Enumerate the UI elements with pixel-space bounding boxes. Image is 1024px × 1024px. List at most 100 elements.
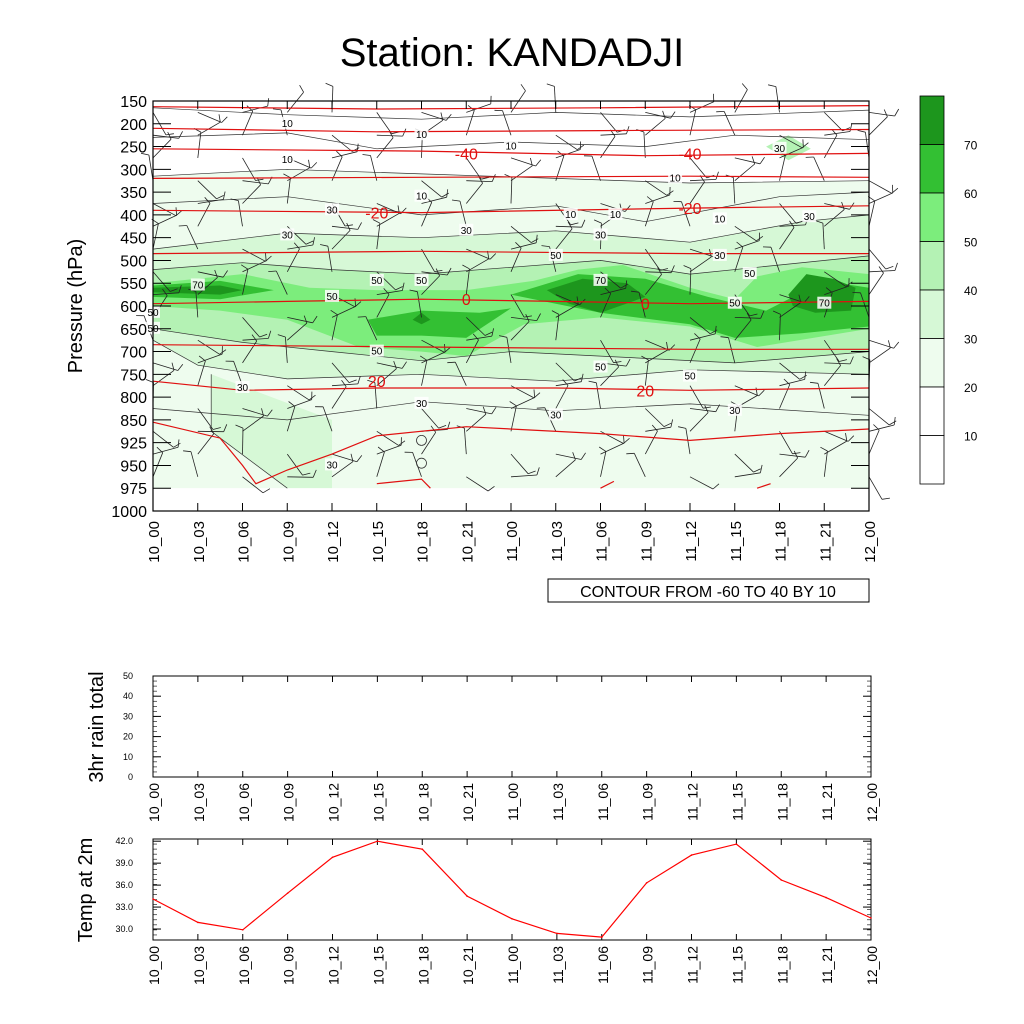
wind-barb — [555, 219, 586, 228]
humidity-label: 30 — [325, 458, 339, 471]
wind-barb — [868, 180, 899, 194]
wind-barb — [824, 278, 850, 295]
humidity-label: 30 — [802, 210, 817, 223]
temp-point — [152, 898, 154, 900]
humidity-label: 50 — [325, 289, 339, 303]
x-tick-label: 10_06 — [236, 783, 252, 822]
colorbar-segment — [919, 386, 945, 436]
main-x-tick-label: 10_15 — [370, 521, 387, 563]
wind-barb — [555, 379, 569, 409]
wind-barb — [823, 358, 841, 386]
main-x-tick-label: 11_00 — [504, 521, 521, 562]
wind-barb — [465, 333, 479, 364]
wind-barb — [868, 262, 898, 273]
wind-barb — [447, 361, 467, 386]
svg-text:10: 10 — [416, 130, 428, 141]
wind-barb — [315, 406, 333, 432]
humidity-label: 30 — [325, 203, 339, 216]
wind-barb — [287, 469, 317, 478]
wind-barb — [197, 355, 206, 386]
wind-barb — [466, 476, 495, 492]
x-tick-label: 11_15 — [729, 946, 745, 984]
humidity-label: 10 — [280, 153, 295, 166]
temperature-isolines — [152, 105, 870, 489]
wind-barb — [555, 452, 586, 460]
wind-barb — [242, 177, 261, 204]
wind-barb — [409, 289, 422, 318]
temp-point — [421, 848, 424, 850]
fill-band-70c — [788, 274, 856, 313]
humidity-fill-layer — [153, 101, 869, 511]
wind-barb — [242, 248, 272, 262]
x-tick-label: 11_03 — [550, 946, 566, 984]
temp-point — [242, 929, 244, 931]
wind-barb — [421, 268, 440, 295]
colorbar-segment — [919, 192, 945, 242]
wind-barb — [331, 150, 343, 181]
wind-barb — [645, 186, 671, 204]
svg-text:70: 70 — [192, 281, 204, 292]
x-tick-label: 10_06 — [236, 946, 252, 985]
colorbar-segment — [919, 144, 945, 194]
x-tick-label: 10_18 — [415, 946, 431, 985]
wind-barb — [152, 439, 180, 455]
wind-barb — [678, 426, 691, 455]
wind-barb — [466, 328, 494, 341]
wind-barb — [510, 467, 540, 478]
svg-text:50: 50 — [684, 372, 696, 383]
wind-barb — [421, 339, 451, 353]
info-box — [547, 578, 870, 603]
humidity-label: 10 — [608, 207, 623, 221]
x-tick-label: 10_18 — [415, 783, 431, 822]
temp-point — [331, 856, 334, 859]
wind-barb — [600, 359, 619, 386]
wind-barb — [421, 267, 452, 276]
wind-barb — [421, 189, 449, 204]
temperature-isoline — [756, 483, 771, 489]
x-tick-label: 11_06 — [595, 946, 611, 984]
svg-text:10: 10 — [282, 155, 294, 166]
wind-barb — [734, 453, 761, 473]
wind-barb — [242, 252, 267, 273]
colorbar-label: 50 — [964, 236, 978, 250]
temperature-label: 20 — [368, 374, 386, 391]
y-tick-label: 36.0 — [115, 880, 133, 890]
main-x-tick-label: 10_18 — [415, 521, 432, 563]
svg-text:30: 30 — [461, 226, 473, 237]
svg-text:10: 10 — [416, 192, 428, 203]
wind-barb — [242, 157, 264, 181]
wind-barb — [330, 309, 338, 341]
x-tick-label: 10_12 — [326, 783, 342, 822]
wind-barb — [197, 197, 211, 227]
wind-barb — [242, 408, 264, 432]
temp-point — [780, 879, 783, 881]
humidity-label: 70 — [817, 296, 832, 310]
x-tick-label: 11_09 — [640, 783, 656, 821]
wind-barb — [421, 408, 447, 429]
temp-line — [152, 840, 872, 938]
x-tick-label: 11_21 — [819, 783, 835, 821]
wind-barb — [183, 450, 199, 477]
main-y-tick-label: 850 — [120, 413, 147, 430]
wind-barb — [376, 430, 406, 446]
svg-text:50: 50 — [595, 363, 607, 374]
temp-axes: 30.0 33.0 36.0 39.0 42.0 10_00 10_03 10_06 10_09… — [115, 836, 880, 985]
wind-barb — [466, 317, 493, 336]
wind-barb — [779, 220, 795, 250]
main-x-tick-label: 11_06 — [594, 521, 611, 562]
fill-band-60c — [367, 308, 511, 338]
x-tick-label: 10_09 — [281, 946, 297, 985]
temperature-isoline — [152, 344, 869, 350]
wind-barb — [683, 265, 692, 295]
wind-barb — [600, 287, 612, 318]
wind-barb — [644, 424, 658, 455]
wind-barb — [734, 464, 763, 478]
wind-barb — [235, 424, 244, 455]
temp-series — [152, 840, 872, 938]
humidity-label: 10 — [414, 128, 429, 141]
wind-barb — [555, 373, 584, 387]
x-tick-label: 11_18 — [774, 783, 790, 821]
wind-barb — [331, 453, 354, 478]
